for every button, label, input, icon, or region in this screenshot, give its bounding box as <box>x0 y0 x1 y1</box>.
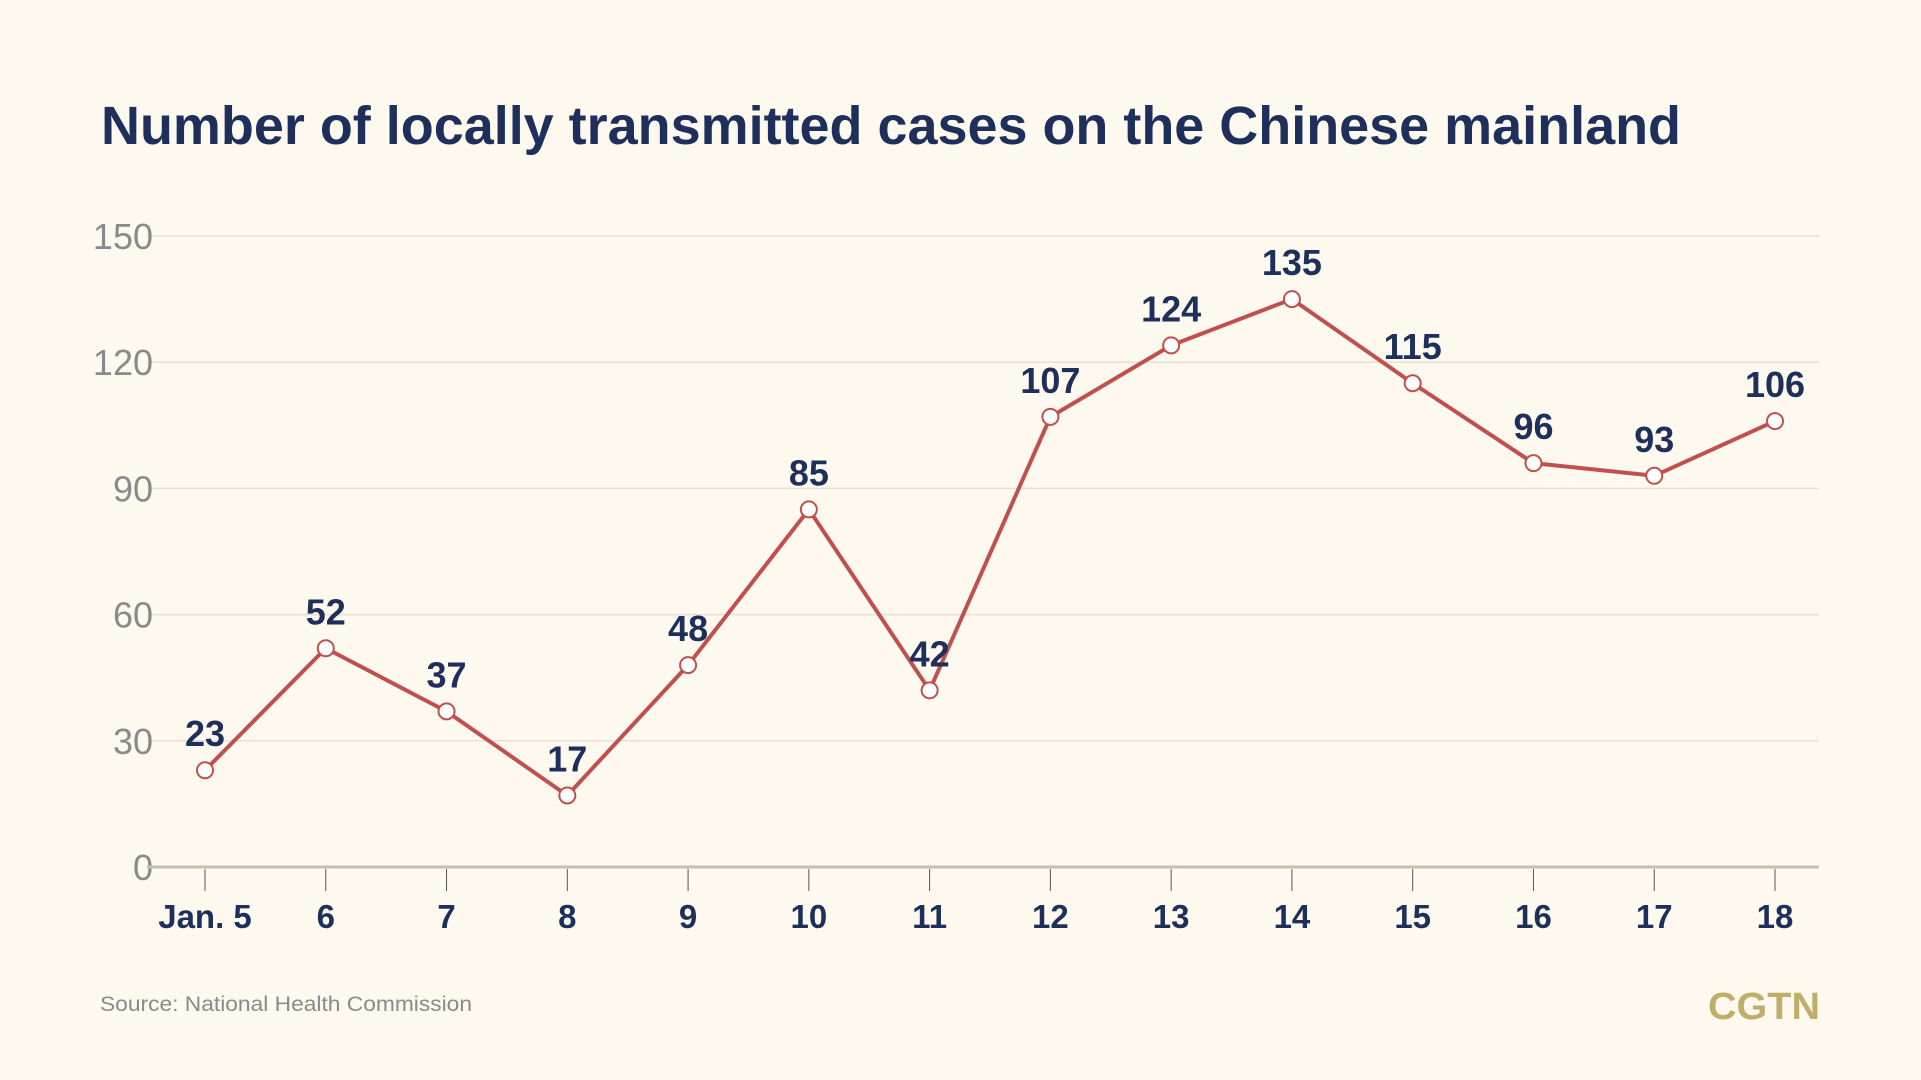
x-tick-label: 7 <box>437 898 455 935</box>
data-point <box>1524 454 1543 473</box>
chart-title: Number of locally transmitted cases on t… <box>101 96 1681 156</box>
x-tick-label: 16 <box>1515 898 1552 935</box>
data-label: 107 <box>1020 360 1080 401</box>
data-point <box>920 681 939 700</box>
data-label: 106 <box>1745 364 1805 405</box>
data-point <box>1282 290 1301 309</box>
x-tick-label: 9 <box>679 898 697 935</box>
data-point <box>799 500 818 519</box>
data-point <box>1403 374 1422 393</box>
x-tick-label: 10 <box>790 898 827 935</box>
x-tick-label: 12 <box>1032 898 1069 935</box>
data-point <box>558 786 577 805</box>
data-label: 52 <box>306 591 346 632</box>
x-tick-label: 6 <box>317 898 335 935</box>
x-tick-label: 8 <box>558 898 576 935</box>
series-line <box>203 297 1776 798</box>
data-point <box>1766 412 1784 431</box>
x-tick-label: 13 <box>1153 898 1190 935</box>
data-point <box>1645 466 1664 485</box>
y-tick-label: 90 <box>113 468 153 509</box>
x-tick-label: 15 <box>1394 898 1431 935</box>
y-tick-label: 120 <box>93 342 153 383</box>
data-label: 96 <box>1513 406 1553 447</box>
y-tick-label: 150 <box>93 216 153 257</box>
data-point <box>437 702 456 721</box>
data-label: 115 <box>1384 326 1442 367</box>
y-tick-label: 60 <box>113 595 153 636</box>
x-tick-label: 17 <box>1636 898 1673 935</box>
data-label: 37 <box>427 654 467 695</box>
x-tick-label: 11 <box>912 898 947 935</box>
y-tick-label: 0 <box>133 847 153 888</box>
data-label: 23 <box>185 713 225 754</box>
x-tick-label: Jan. 5 <box>158 898 252 935</box>
data-label: 135 <box>1262 242 1322 283</box>
data-label: 85 <box>789 452 829 493</box>
cgtn-logo: CGTN <box>1708 986 1820 1028</box>
data-point <box>1162 336 1181 355</box>
data-point <box>316 639 335 658</box>
data-point <box>1041 407 1060 426</box>
source-note: Source: National Health Commission <box>100 993 472 1016</box>
data-point <box>196 761 214 780</box>
x-tick-label: 18 <box>1757 898 1794 935</box>
data-label: 124 <box>1141 288 1201 329</box>
x-tick-label: 14 <box>1274 898 1311 935</box>
data-label: 17 <box>547 738 587 779</box>
data-label: 42 <box>910 633 950 674</box>
data-point <box>679 656 698 675</box>
data-label: 48 <box>668 608 708 649</box>
data-label: 93 <box>1634 419 1674 460</box>
y-tick-label: 30 <box>113 721 153 762</box>
